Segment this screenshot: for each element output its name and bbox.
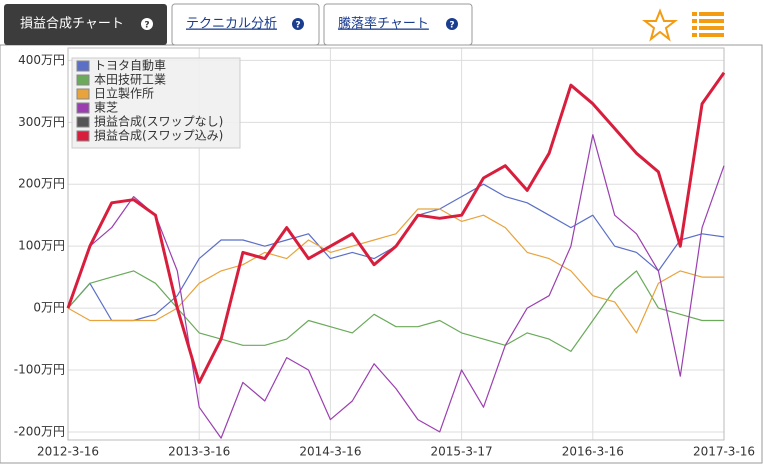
- legend-label: トヨタ自動車: [94, 59, 166, 73]
- legend-swatch: [76, 88, 90, 100]
- tab[interactable]: [171, 3, 320, 46]
- y-tick-label: 400万円: [18, 53, 65, 67]
- help-icon-mark: ?: [144, 21, 149, 31]
- list-icon[interactable]: [692, 12, 724, 37]
- y-tick-label: 300万円: [18, 115, 65, 129]
- legend-label: 本田技研工業: [94, 73, 166, 87]
- help-icon[interactable]: [141, 18, 153, 30]
- help-icon[interactable]: [292, 18, 304, 30]
- legend-box: [71, 57, 241, 149]
- y-tick-label: 0万円: [33, 301, 65, 315]
- legend-swatch: [76, 116, 90, 128]
- legend-label: 東芝: [94, 100, 118, 115]
- favorite-icon[interactable]: [642, 8, 678, 42]
- tab-label[interactable]: テクニカル分析: [186, 17, 277, 32]
- x-tick-label: 2012-3-16: [37, 445, 99, 459]
- series-line: [66, 71, 726, 384]
- x-tick-label: 2013-3-16: [168, 445, 230, 459]
- tab-label[interactable]: 騰落率チャート: [338, 16, 429, 32]
- help-icon[interactable]: [446, 18, 458, 30]
- legend-label: 日立製作所: [94, 86, 154, 101]
- tab-bar: 損益合成チャート ? テクニカル分析 ? 騰落率チャート ?: [4, 3, 473, 46]
- legend-swatch: [76, 74, 90, 86]
- x-tick-label: 2016-3-16: [562, 445, 624, 459]
- tab[interactable]: [323, 3, 473, 46]
- plot-area: [67, 47, 725, 441]
- help-icon-mark: ?: [295, 21, 300, 31]
- legend-label: 損益合成(スワップ込み): [94, 128, 223, 143]
- series-line: [67, 134, 725, 439]
- x-tick-label: 2017-3-16: [693, 445, 755, 459]
- x-tick-label: 2014-3-16: [299, 445, 361, 459]
- legend-label: 損益合成(スワップなし): [94, 114, 223, 129]
- y-tick-label: 100万円: [18, 239, 65, 253]
- tab-active[interactable]: [4, 4, 167, 45]
- legend-swatch: [76, 102, 90, 114]
- legend-swatch: [76, 60, 90, 72]
- y-tick-label: -100万円: [14, 363, 65, 377]
- plot: -200万円 -100万円 0万円 100万円 200万円 300万円 400万円 2012-…: [14, 47, 755, 459]
- help-icon-mark: ?: [449, 21, 454, 31]
- y-tick-label: 200万円: [18, 177, 65, 191]
- tab-label[interactable]: 損益合成チャート: [20, 17, 124, 32]
- y-tick-label: -200万円: [14, 424, 65, 438]
- legend-swatch: [76, 130, 90, 142]
- x-tick-label: 2015-3-17: [431, 445, 493, 459]
